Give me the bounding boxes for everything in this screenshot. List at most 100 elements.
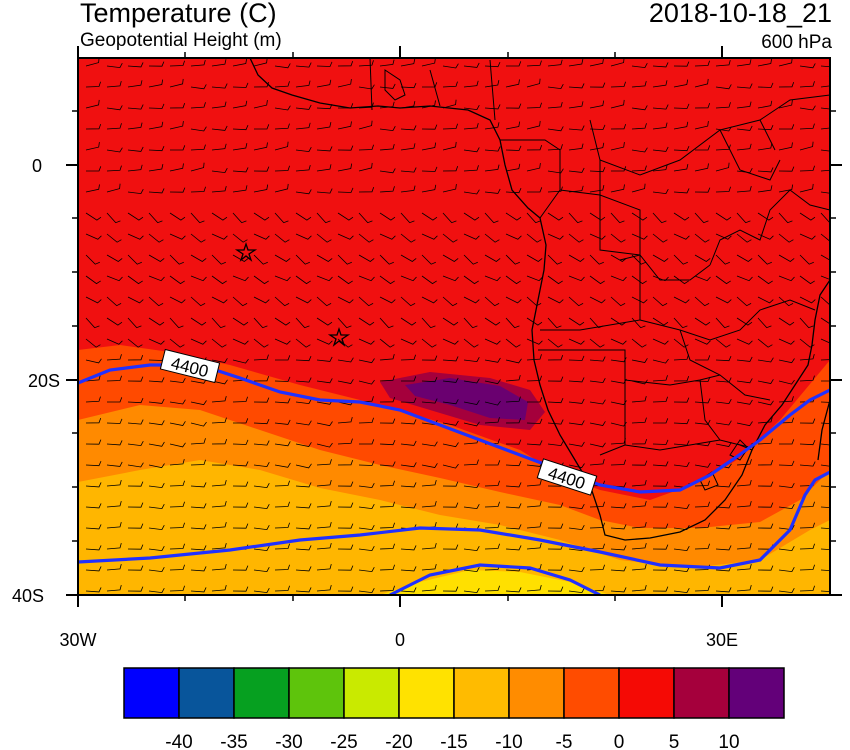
wind-barb [568,317,585,326]
wind-barb [190,587,207,593]
wind-barb [400,587,417,593]
wind-barb [85,254,100,265]
wind-barb [610,421,627,427]
wind-barb [190,59,206,67]
wind-barb [232,461,249,467]
wind-barb [484,480,500,487]
wind-barb [169,458,185,466]
wind-barb [85,374,101,382]
wind-barb [757,124,774,131]
wind-barb [421,254,436,265]
wind-barb [169,78,184,88]
wind-barb [547,296,564,304]
wind-barb [274,254,291,262]
wind-barb [169,421,186,426]
wind-barb [526,78,541,88]
wind-barb [757,58,773,67]
wind-barb [106,165,122,172]
wind-barb [736,479,752,487]
wind-barb [232,565,249,571]
wind-barb [778,233,794,243]
wind-barb [232,185,248,193]
wind-barb [358,483,375,489]
wind-barb [169,522,185,529]
wind-barb [211,59,227,67]
wind-barb [652,502,669,508]
star-marker [327,326,351,347]
wind-barb [568,212,583,224]
wind-barb [274,105,291,111]
wind-barb [694,462,711,468]
colorbar-label: -20 [385,732,412,750]
wind-barb [337,565,354,571]
wind-barb [316,164,332,172]
wind-barb [526,317,543,326]
wind-barb [673,254,688,265]
wind-barb [379,501,395,508]
wind-barb [85,460,102,467]
wind-barb [568,398,585,404]
wind-barb [379,396,396,403]
wind-barb [295,587,312,593]
wind-barb [379,317,394,329]
wind-barb [316,146,333,152]
wind-barb [253,275,269,285]
wind-barb [820,548,830,551]
wind-barb [106,63,123,69]
wind-barb [778,317,795,326]
wind-barb [547,397,564,404]
wind-barb [694,296,710,307]
wind-barb [652,358,669,364]
wind-barb [589,356,606,362]
wind-barb [211,563,227,571]
wind-barb [190,126,207,132]
wind-barb [274,480,290,487]
wind-barb [631,521,647,529]
wind-barb [736,101,752,109]
wind-barb [274,419,291,425]
wind-barb [526,584,542,592]
wind-barb [421,124,438,130]
wind-barb [85,99,100,109]
wind-barb [211,438,228,445]
wind-barb [653,418,669,424]
wind-barb [274,585,290,592]
wind-barb [715,84,732,90]
wind-barb [778,358,795,364]
map-subtitle: Geopotential Height (m) [80,30,282,51]
wind-barb [232,275,249,282]
wind-barb [568,567,585,573]
wind-barb [421,100,436,109]
wind-barb [589,296,606,304]
wind-barb [631,460,648,466]
wind-barb [85,184,100,193]
wind-barb [337,275,353,285]
wind-barb [547,376,564,382]
wind-barb [694,317,711,326]
wind-barb [232,439,249,445]
wind-barb [484,61,501,68]
wind-barb [169,585,185,592]
wind-barb [610,142,625,151]
wind-barb [799,63,816,69]
wind-barb [295,233,312,240]
wind-barb [631,105,648,111]
wind-barb [799,522,815,529]
wind-barb [715,524,732,530]
wind-barb [568,296,584,307]
wind-barb [421,296,438,304]
colorbar-swatch [728,667,785,719]
wind-barb [421,376,438,383]
wind-barb [337,254,352,265]
wind-barb [568,525,585,531]
wind-barb [715,254,730,265]
wind-barb [463,459,479,466]
wind-barb [190,566,207,572]
wind-barb [379,353,395,361]
wind-barb [505,587,522,593]
wind-barb [463,504,480,510]
wind-barb [106,147,123,153]
wind-barb [757,100,773,109]
wind-barb [484,357,501,363]
wind-barb [190,84,207,90]
